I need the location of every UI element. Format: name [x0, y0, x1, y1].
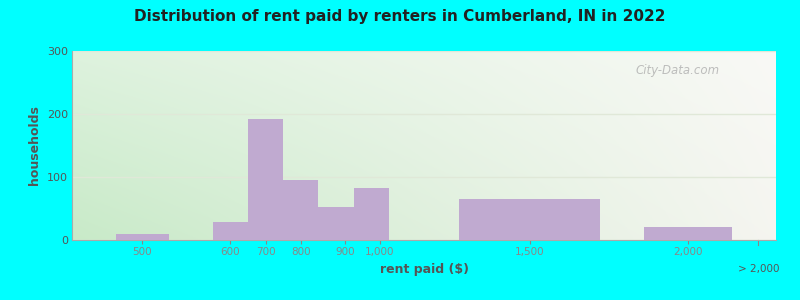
Bar	[459, 199, 600, 240]
Text: Distribution of rent paid by renters in Cumberland, IN in 2022: Distribution of rent paid by renters in …	[134, 9, 666, 24]
Bar	[318, 207, 354, 240]
Bar	[213, 222, 248, 240]
Text: City-Data.com: City-Data.com	[635, 64, 719, 77]
X-axis label: rent paid ($): rent paid ($)	[379, 262, 469, 275]
Y-axis label: households: households	[28, 106, 41, 185]
Bar	[644, 227, 732, 240]
Text: > 2,000: > 2,000	[738, 264, 779, 274]
Bar	[283, 179, 318, 240]
Bar	[354, 188, 389, 240]
Bar	[248, 119, 283, 240]
Bar	[116, 234, 169, 240]
